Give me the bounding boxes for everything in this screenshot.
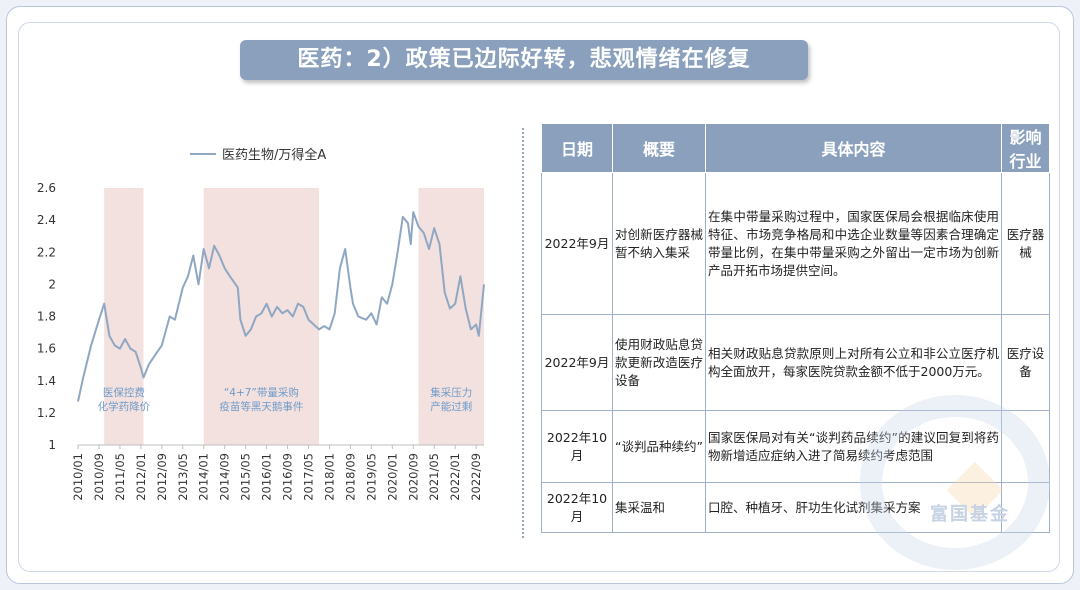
period-annotation: “4+7”带量采购 — [224, 386, 299, 399]
table-row: 2022年9月 对创新医疗器械暂不纳入集采 在集中带量采购过程中，国家医保局会根… — [541, 172, 1050, 315]
x-tick-label: 2022/09 — [469, 453, 483, 501]
x-tick-label: 2014/09 — [218, 453, 232, 501]
cell-industry: 医疗设备 — [1001, 314, 1050, 411]
y-tick-label: 1 — [48, 438, 56, 452]
cell-summary: 使用财政贴息贷款更新改造医疗设备 — [612, 314, 706, 411]
slide-inner-border — [18, 22, 1060, 572]
x-tick-label: 2012/01 — [134, 453, 148, 501]
col-header-detail: 具体内容 — [705, 123, 1002, 173]
cell-date: 2022年10月 — [541, 482, 613, 533]
shaded-period — [418, 188, 484, 445]
cell-industry: 医疗器械 — [1001, 172, 1050, 315]
x-tick-label: 2016/01 — [260, 453, 274, 501]
cell-detail: 相关财政贴息贷款原则上对所有公立和非公立医疗机构全面放开，每家医院贷款金额不低于… — [705, 314, 1002, 411]
y-tick-label: 2.4 — [37, 213, 56, 227]
period-annotation: 产能过剩 — [430, 400, 472, 413]
x-tick-label: 2012/09 — [155, 453, 169, 501]
x-tick-label: 2021/05 — [427, 453, 441, 501]
x-tick-label: 2010/01 — [71, 453, 85, 501]
cell-summary: “谈判品种续约” — [612, 410, 706, 483]
x-tick-label: 2018/09 — [343, 453, 357, 501]
x-tick-label: 2020/01 — [385, 453, 399, 501]
table-row: 2022年9月 使用财政贴息贷款更新改造医疗设备 相关财政贴息贷款原则上对所有公… — [541, 314, 1050, 411]
x-tick-label: 2017/05 — [302, 453, 316, 501]
cell-date: 2022年10月 — [541, 410, 613, 483]
period-annotation: 集采压力 — [430, 386, 472, 399]
page-title: 医药：2）政策已边际好转，悲观情绪在修复 — [240, 40, 808, 80]
legend-label: 医药生物/万得全A — [222, 148, 327, 163]
x-tick-label: 2010/09 — [92, 453, 106, 501]
cell-date: 2022年9月 — [541, 314, 613, 411]
y-tick-label: 1.4 — [37, 374, 56, 388]
col-header-industry: 影响行业 — [1001, 123, 1050, 173]
x-tick-label: 2019/05 — [364, 453, 378, 501]
legend-swatch — [190, 152, 216, 155]
x-tick-label: 2022/01 — [448, 453, 462, 501]
x-tick-label: 2015/05 — [239, 453, 253, 501]
y-tick-label: 1.2 — [37, 406, 56, 420]
shaded-period — [104, 188, 144, 445]
x-tick-label: 2014/01 — [197, 453, 211, 501]
y-tick-label: 2.2 — [37, 245, 56, 259]
policy-table: 日期 概要 具体内容 影响行业 2022年9月 对创新医疗器械暂不纳入集采 在集… — [541, 123, 1050, 533]
period-annotation: 医保控费 — [103, 386, 145, 399]
cell-detail: 在集中带量采购过程中，国家医保局会根据临床使用特征、市场竞争格局和中选企业数量等… — [705, 172, 1002, 315]
col-header-date: 日期 — [541, 123, 613, 173]
x-tick-label: 2016/09 — [281, 453, 295, 501]
y-tick-label: 1.8 — [37, 310, 56, 324]
y-tick-label: 1.6 — [37, 342, 56, 356]
cell-summary: 集采温和 — [612, 482, 706, 533]
shaded-period — [203, 188, 319, 445]
y-tick-label: 2 — [48, 277, 56, 291]
series-line — [77, 211, 485, 402]
section-divider — [522, 128, 524, 538]
y-tick-label: 2.6 — [37, 181, 56, 195]
cell-summary: 对创新医疗器械暂不纳入集采 — [612, 172, 706, 315]
cell-date: 2022年9月 — [541, 172, 613, 315]
x-tick-label: 2011/05 — [113, 453, 127, 501]
x-tick-label: 2020/09 — [406, 453, 420, 501]
table-header-row: 日期 概要 具体内容 影响行业 — [541, 123, 1050, 173]
period-annotation: 疫苗等黑天鹅事件 — [219, 400, 303, 413]
x-tick-label: 2013/05 — [176, 453, 190, 501]
period-annotation: 化学药降价 — [98, 400, 151, 413]
chart-legend: 医药生物/万得全A — [190, 144, 326, 163]
col-header-summary: 概要 — [612, 123, 706, 173]
x-tick-label: 2018/01 — [322, 453, 336, 501]
watermark-logo-text: 富国基金 — [930, 504, 1010, 525]
